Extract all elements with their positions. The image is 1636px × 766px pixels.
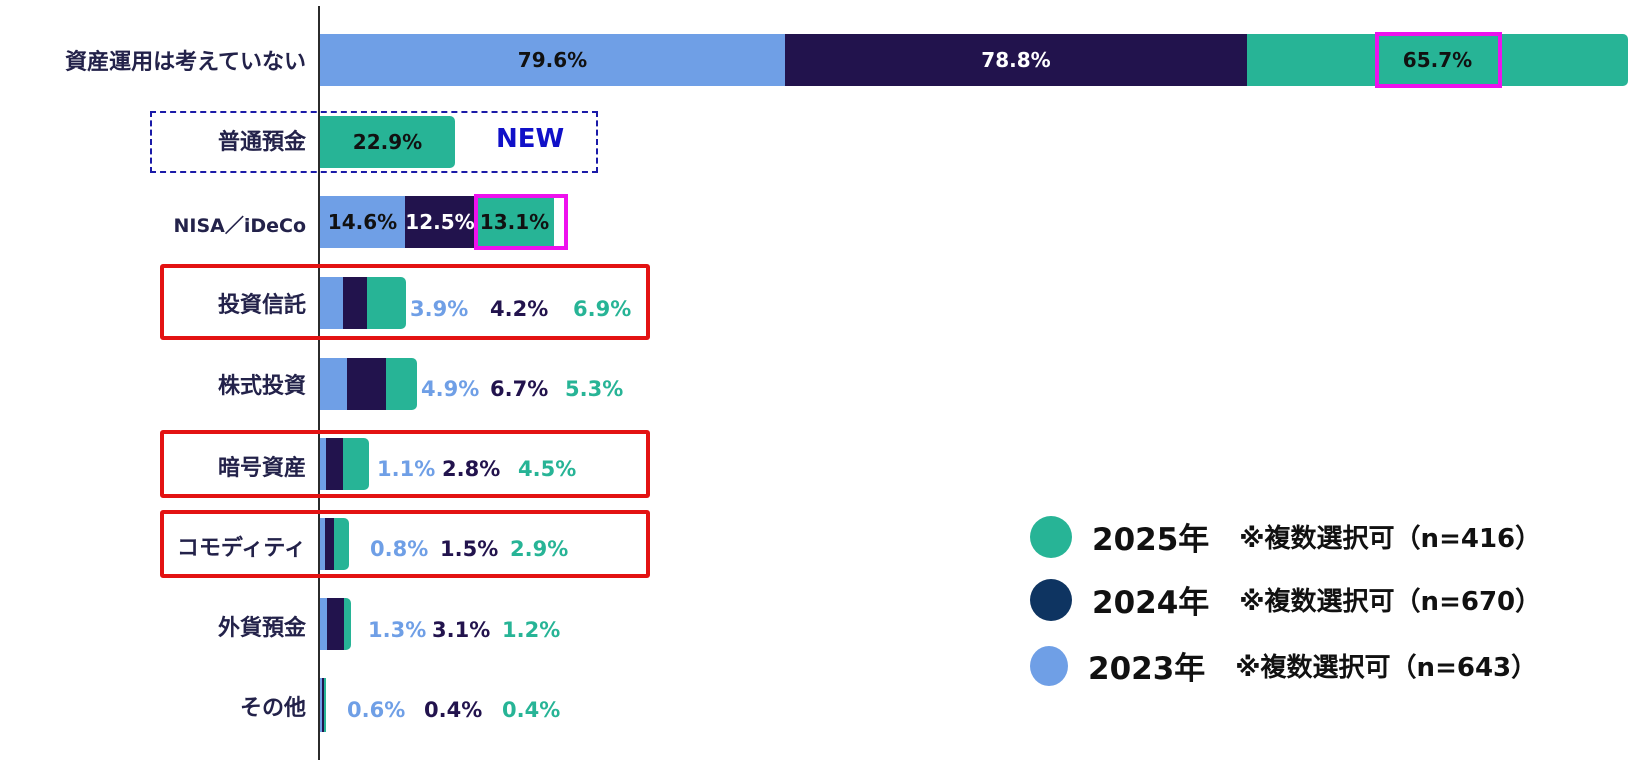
bar-segment-2024 [347, 358, 386, 410]
category-label: 外貨預金 [217, 616, 306, 641]
bar-segment-2023 [320, 277, 343, 329]
value-label-2025: 0.4% [502, 698, 561, 722]
value-label-2024: 6.7% [490, 377, 549, 401]
category-label: その他 [239, 696, 306, 721]
bar-row-foreign-deposit [320, 598, 351, 650]
bar-segment-2025 [334, 518, 349, 570]
bar-segment-2023 [320, 598, 327, 650]
bar-segment-2023 [320, 438, 326, 490]
legend-item-2025: 2025年 ※複数選択可（n=416） [1030, 514, 1541, 559]
bar-segment-2023 [320, 518, 325, 570]
bar-segment-2023 [320, 358, 347, 410]
bar-segment-2025 [343, 438, 369, 490]
bar-segment-2024 [322, 678, 324, 732]
value-label-2024: 2.8% [442, 457, 501, 481]
legend-dot-icon [1030, 645, 1068, 686]
value-label-2023: 0.6% [347, 698, 406, 722]
bar-segment-2025 [324, 678, 326, 732]
y-axis-line [318, 6, 320, 760]
bar-segment-2023 [320, 678, 322, 732]
bar-segment-2025 [367, 277, 406, 329]
legend-item-2024: 2024年 ※複数選択可（n=670） [1030, 577, 1541, 622]
bar-row-savings: 22.9% [320, 116, 455, 168]
bar-segment-2024 [327, 598, 344, 650]
category-label: NISA／iDeCo [173, 215, 306, 237]
bar-segment-2024: 78.8% [785, 34, 1247, 86]
bar-row-other [320, 678, 326, 732]
legend-year: 2024年 [1092, 585, 1210, 621]
bar-segment-2023: 79.6% [320, 34, 785, 86]
category-label: 投資信託 [217, 293, 306, 318]
legend-year: 2025年 [1092, 522, 1210, 558]
category-label: コモディティ [176, 536, 306, 561]
bar-row-crypto [320, 438, 369, 490]
bar-segment-2024 [343, 277, 367, 329]
value-label-2025: 6.9% [573, 297, 632, 321]
highlight-box-red [160, 510, 650, 578]
legend-year: 2023年 [1088, 651, 1206, 687]
value-label-2023: 1.1% [377, 457, 436, 481]
value-label-2025: 2.9% [510, 537, 569, 561]
bar-segment-2025: 65.7% [1247, 34, 1628, 86]
legend-note: ※複数選択可（n=643） [1235, 653, 1538, 683]
category-label: 普通預金 [217, 130, 306, 155]
value-label-2023: 0.8% [370, 537, 429, 561]
highlight-box-red [160, 264, 650, 340]
legend-note: ※複数選択可（n=670） [1239, 587, 1542, 617]
legend-dot-icon [1030, 578, 1072, 621]
bar-segment-2025: 22.9% [320, 116, 455, 168]
value-label-2024: 3.1% [432, 618, 491, 642]
bar-segment-2025 [386, 358, 417, 410]
new-item-dashed-box [150, 111, 598, 173]
highlight-box-magenta [1375, 32, 1502, 88]
bar-segment-2023: 14.6% [320, 196, 405, 248]
value-label-2025: 5.3% [565, 377, 624, 401]
legend-note: ※複数選択可（n=416） [1239, 524, 1542, 554]
highlight-box-magenta [474, 194, 568, 250]
highlight-box-red [160, 430, 650, 498]
value-label-2023: 3.9% [410, 297, 469, 321]
bar-row-stocks [320, 358, 417, 410]
value-label-2025: 1.2% [502, 618, 561, 642]
value-label-2024: 4.2% [490, 297, 549, 321]
bar-row-nisa-ideco: 14.6% 12.5% 13.1% [320, 196, 554, 248]
value-label-2023: 1.3% [368, 618, 427, 642]
category-label: 株式投資 [217, 374, 306, 399]
bar-segment-2024 [326, 438, 343, 490]
bar-segment-2025 [344, 598, 351, 650]
legend-dot-icon [1030, 515, 1072, 558]
bar-row-no-investment: 79.6% 78.8% 65.7% [320, 34, 1628, 86]
value-label-2024: 1.5% [440, 537, 499, 561]
new-badge: NEW [496, 124, 565, 154]
category-label: 暗号資産 [217, 456, 306, 481]
category-label: 資産運用は考えていない [65, 50, 306, 75]
legend-item-2023: 2023年 ※複数選択可（n=643） [1030, 643, 1537, 688]
value-label-2023: 4.9% [421, 377, 480, 401]
bar-segment-2024 [325, 518, 334, 570]
bar-row-investment-trust [320, 277, 406, 329]
bar-segment-2025: 13.1% [475, 196, 554, 248]
bar-row-commodity [320, 518, 349, 570]
value-label-2024: 0.4% [424, 698, 483, 722]
value-label-2025: 4.5% [518, 457, 577, 481]
bar-segment-2024: 12.5% [405, 196, 475, 248]
